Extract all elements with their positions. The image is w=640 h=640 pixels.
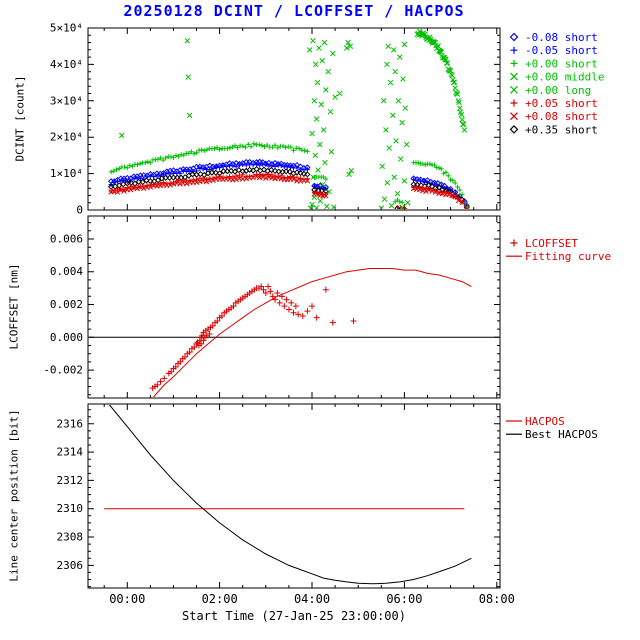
series-best-hacpos [108,405,472,585]
tick-label: 2×10⁴ [50,131,83,144]
series-+0.00-middle [118,37,411,209]
legend-label: -0.05 short [525,44,598,57]
x-tick-label: 06:00 [386,592,422,606]
tick-label: 0 [76,204,83,217]
legend-symbol-plus [510,46,518,54]
tick-label: 0.000 [50,331,83,344]
legend-symbol-diamond [509,32,519,42]
panel-lcoffset: -0.002 0.000 0.002 0.004 0.006 LCOFFSETFittin… [43,215,611,399]
legend-symbol-x [510,72,518,81]
tick-label: 0.002 [50,298,83,311]
x-axis-label: Start Time (27-Jan-25 23:00:00) [182,609,406,623]
series-+0.00-short [108,141,471,209]
tick-label: 4×10⁴ [50,58,83,71]
panel-hacpos: 2306 2308 2310 2312 2314 2316 00:00 02:00 04:00 0… [57,403,598,606]
legend-label: +0.08 short [525,110,598,123]
panel-frame [87,27,501,211]
panel-frame [87,215,501,399]
tick-label: 3×10⁴ [50,94,83,107]
tick-label: -0.002 [43,364,83,377]
x-tick-label: 02:00 [202,592,238,606]
legend-symbol-plus [510,239,518,247]
tick-label: 2316 [57,417,84,430]
series-+0.08-short [108,173,470,209]
legend-label: LCOFFSET [525,237,578,250]
axis-ticks [88,27,500,211]
tick-label: 0.006 [50,233,83,246]
legend-label: +0.00 middle [525,71,604,84]
legend-label: +0.00 long [525,84,591,97]
legend-label: +0.00 short [525,57,598,70]
tick-label: 2312 [57,474,84,487]
legend-symbol-plus [510,99,518,107]
legend-label: +0.35 short [525,123,598,136]
y-axis-label-hacpos: Line center position [bit] [7,409,21,582]
tick-label: 2314 [57,446,84,459]
panel-dcint: 0 1×10⁴ 2×10⁴ 3×10⁴ 4×10⁴ 5×10⁴ -0.08 short-0.… [50,22,605,217]
legend-label: -0.08 short [525,31,598,44]
tick-label: 2310 [57,502,84,515]
legend-symbol-x [510,112,518,121]
legend-symbol-plus [510,59,518,67]
legend-label: HACPOS [525,415,565,428]
series-lcoffset [149,283,357,392]
chart-title: 20250128 DCINT / LCOFFSET / HACPOS [123,2,465,20]
tick-label: 2308 [57,531,84,544]
tick-label: 0.004 [50,265,83,278]
tick-label: 2306 [57,559,84,572]
series-fitting-curve [152,268,472,397]
tick-label: 5×10⁴ [50,22,83,35]
legend-label: Best HACPOS [525,428,598,441]
legend-label: +0.05 short [525,97,598,110]
legend-symbol-x [510,85,518,94]
x-tick-label: 00:00 [109,592,145,606]
panel-frame [87,403,501,589]
series-+0.05-short [108,171,470,209]
legend-label: Fitting curve [525,250,611,263]
tick-label: 1×10⁴ [50,167,83,180]
x-tick-label: 08:00 [479,592,515,606]
series-+0.00-long [414,29,468,133]
legend-symbol-diamond [509,125,519,134]
x-tick-label: 04:00 [294,592,330,606]
axis-ticks [88,216,500,398]
axis-ticks [88,404,500,588]
